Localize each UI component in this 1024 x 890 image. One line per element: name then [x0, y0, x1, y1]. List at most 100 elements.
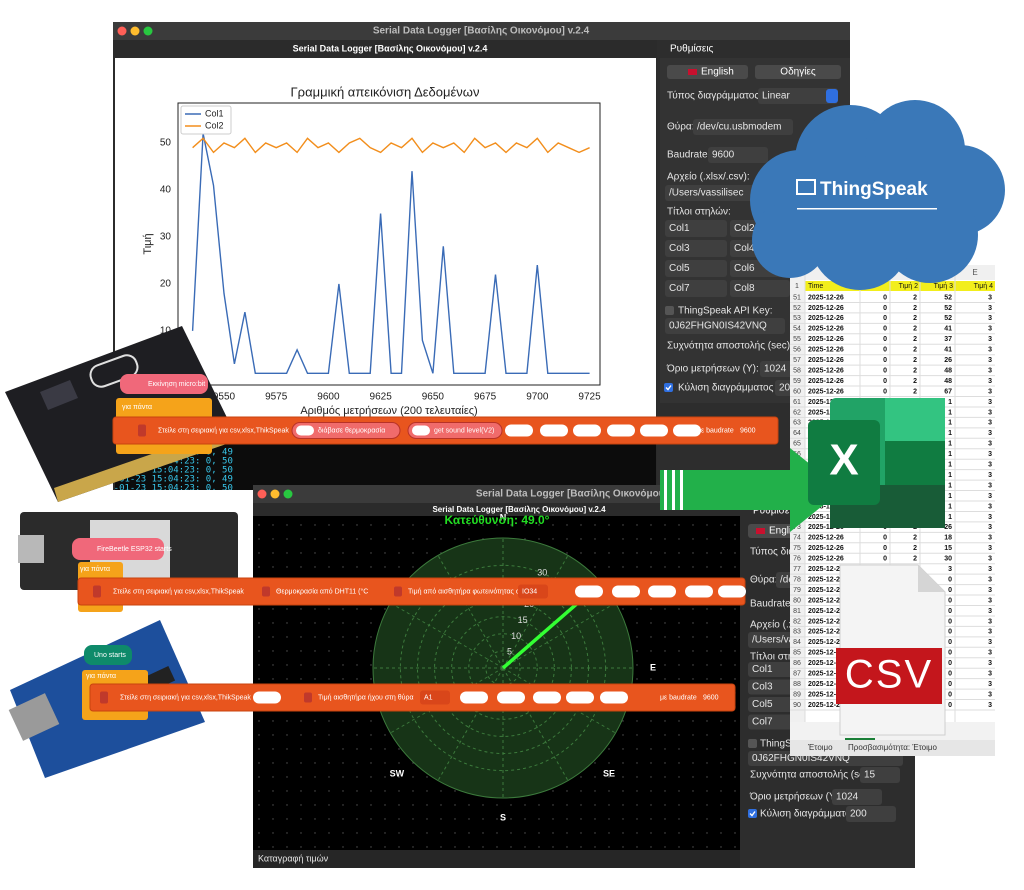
cell: 2 [913, 347, 917, 354]
check-mark [665, 385, 672, 391]
pin-dropdown[interactable] [420, 690, 450, 705]
column-title-box[interactable] [748, 662, 798, 677]
help-button[interactable] [755, 65, 841, 79]
input-block[interactable] [407, 422, 503, 439]
checkbox[interactable] [665, 306, 674, 315]
cell: 15 [944, 545, 952, 552]
value-slot[interactable] [460, 691, 488, 704]
cell: 2025-12-26 [808, 367, 844, 374]
hat-label: Uno starts [94, 652, 126, 659]
baud-box[interactable] [708, 147, 768, 163]
file: /Users/vassilisec [752, 635, 826, 646]
cell: 0 [883, 388, 887, 395]
checkbox[interactable] [664, 383, 673, 392]
value-slot[interactable] [505, 424, 533, 437]
help-button-label[interactable]: Οδηγίες [780, 66, 816, 78]
baud-dropdown[interactable]: 9600 [740, 427, 756, 434]
window-button[interactable] [270, 489, 280, 499]
cell: 2025-12-26 [808, 545, 844, 552]
value-slot[interactable] [685, 585, 713, 598]
value-slot[interactable] [540, 424, 568, 437]
window-button[interactable] [283, 489, 293, 499]
input-label[interactable]: Τιμή αισθητήρα ήχου στη θύρα [318, 693, 414, 701]
port: /dev/cu.usbmodem [697, 122, 782, 133]
r-tick-label: 5 [507, 647, 512, 657]
value-slot[interactable] [573, 424, 601, 437]
column-title-box[interactable] [730, 280, 790, 297]
baud-dropdown[interactable]: 9600 [703, 694, 719, 701]
column-title-box[interactable] [665, 280, 727, 297]
input-block[interactable] [291, 422, 401, 439]
api-key: 0J62FHGN0IS42VNQ [669, 321, 767, 332]
value-slot[interactable] [497, 691, 525, 704]
pin-label[interactable]: A1 [424, 694, 433, 701]
language-button-label[interactable]: English [769, 526, 802, 537]
value-slot[interactable] [673, 424, 701, 437]
checkbox[interactable] [748, 739, 757, 748]
value-slot[interactable] [640, 424, 668, 437]
column-title-box[interactable] [748, 679, 798, 695]
column-title-box[interactable] [665, 260, 727, 277]
cell: 1 [948, 441, 952, 448]
value-slot[interactable] [718, 585, 746, 598]
cell: 3 [988, 524, 992, 531]
x-tick-label: 9575 [265, 392, 288, 403]
value-slot[interactable] [575, 585, 603, 598]
input-label[interactable]: Τιμή από αισθητήρα φωτεινότητας στην [408, 587, 531, 595]
limit-box[interactable] [760, 361, 795, 377]
value-slot[interactable] [648, 585, 676, 598]
column-title-box[interactable] [665, 220, 727, 237]
value-slot[interactable] [612, 585, 640, 598]
api-key-box[interactable] [665, 318, 785, 334]
cell: 2025-12-26 [808, 660, 844, 667]
api-key: 0J62FHGN0IS42VNQ [752, 753, 850, 764]
cell: 2 [913, 388, 917, 395]
window-button[interactable] [117, 26, 127, 36]
compass-label: S [500, 812, 506, 822]
pin-dropdown[interactable] [518, 584, 548, 599]
row-number: 77 [793, 566, 801, 573]
settings-heading: Ρυθμίσεις [670, 43, 714, 55]
row-number: 1 [795, 283, 799, 290]
column-title: Col6 [734, 263, 755, 274]
column-title-box[interactable] [748, 697, 798, 712]
pin-label[interactable]: IO34 [522, 588, 537, 595]
value-slot[interactable] [600, 691, 628, 704]
language-button-label[interactable]: English [701, 67, 734, 78]
port-box[interactable] [693, 119, 793, 135]
person-icon [93, 585, 101, 598]
language-button[interactable] [667, 65, 748, 79]
value-slot[interactable] [533, 691, 561, 704]
window-button[interactable] [130, 26, 140, 36]
row-number: 51 [793, 294, 801, 301]
send-freq-box[interactable] [860, 767, 900, 783]
legend-label: Col1 [205, 108, 224, 118]
file: /Users/vassilisec [669, 188, 743, 199]
input-label[interactable]: get sound level(V2) [434, 427, 494, 434]
cell: 41 [944, 326, 952, 333]
window-button[interactable] [257, 489, 267, 499]
value-slot[interactable] [607, 424, 635, 437]
chart-type-box[interactable] [758, 88, 838, 104]
column-title-box[interactable] [665, 240, 727, 257]
cell: 3 [988, 503, 992, 510]
label: Συχνότητα αποστολής (sec): [750, 769, 876, 781]
limit-box[interactable] [832, 789, 882, 805]
value-slot[interactable] [253, 691, 281, 704]
cell: 1 [948, 514, 952, 521]
input-label[interactable]: διάβασε θερμοκρασία [318, 426, 385, 434]
person-icon [138, 424, 146, 437]
window-title: Serial Data Logger [Βασίλης Οικονόμου] v… [476, 489, 693, 500]
checkbox[interactable] [748, 809, 757, 818]
window-button[interactable] [143, 26, 153, 36]
cell: 3 [988, 545, 992, 552]
cell: 0 [948, 650, 952, 657]
scroll-box[interactable] [846, 806, 896, 822]
cell: 3 [988, 482, 992, 489]
label: Τίτλοι στηλών: [667, 206, 731, 218]
column-title-box[interactable] [748, 714, 798, 730]
log-label: Καταγραφή τιμών [258, 853, 329, 863]
cell: 3 [988, 493, 992, 500]
input-label[interactable]: Θερμοκρασία από DHT11 (°C [276, 587, 368, 595]
value-slot[interactable] [566, 691, 594, 704]
